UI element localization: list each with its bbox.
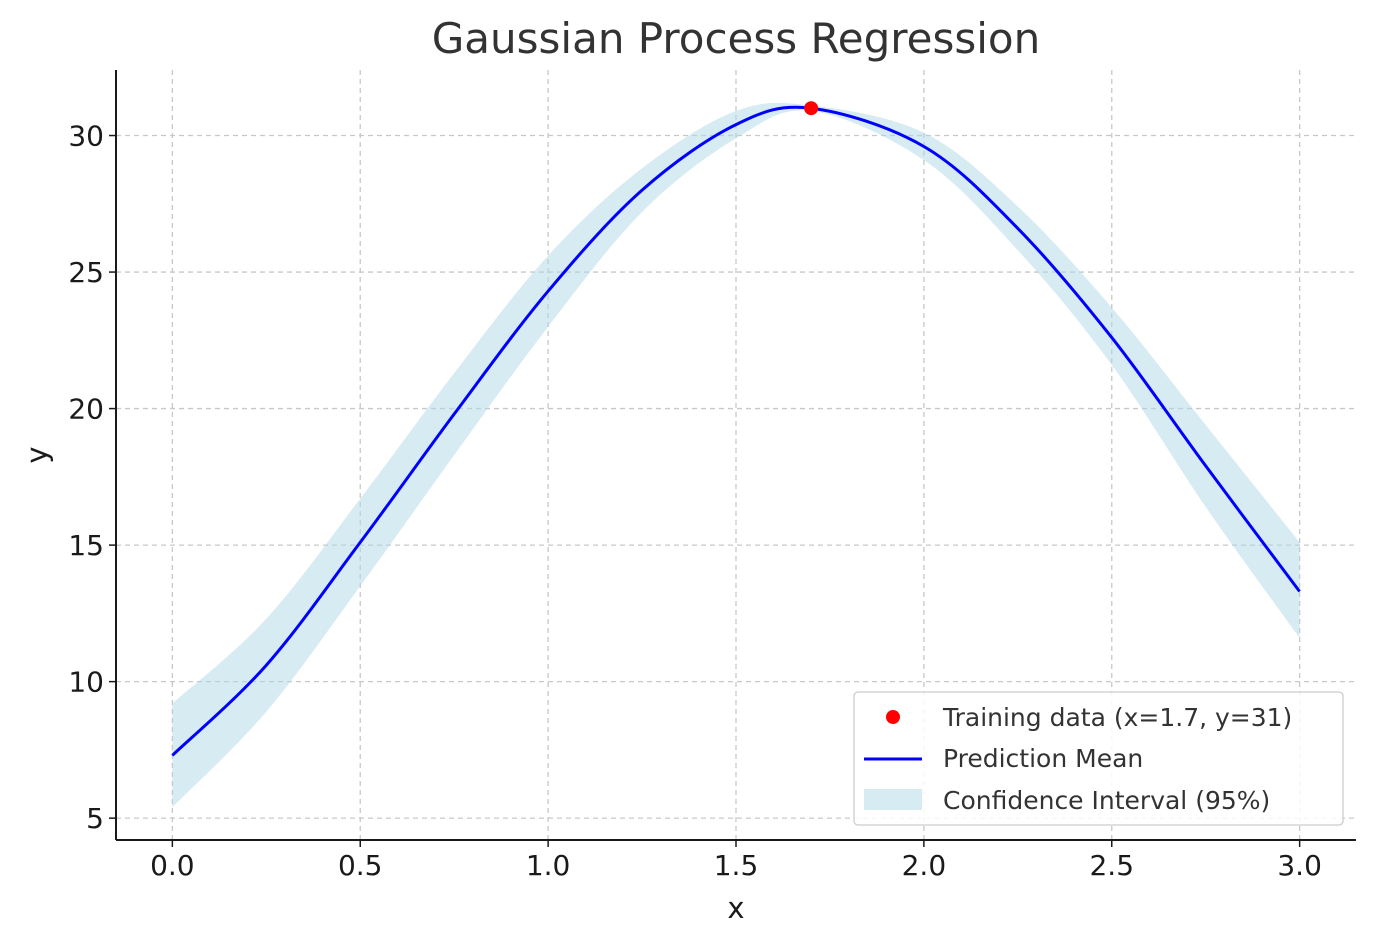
confidence-band-layer — [172, 102, 1300, 808]
x-ticks: 0.0 0.5 1.0 1.5 2.0 2.5 3.0 — [150, 840, 1322, 882]
y-tick-label-0: 5 — [86, 802, 104, 835]
x-tick-label-6: 3.0 — [1277, 849, 1322, 882]
y-tick-label-5: 30 — [68, 120, 104, 153]
legend-label-prediction-mean: Prediction Mean — [943, 744, 1143, 773]
y-ticks: 5 10 15 20 25 30 — [68, 120, 116, 835]
x-tick-label-0: 0.0 — [150, 849, 195, 882]
training-points-layer — [804, 101, 819, 116]
chart-title: Gaussian Process Regression — [432, 14, 1040, 63]
training-data-point-0 — [804, 101, 819, 116]
y-tick-label-3: 20 — [68, 393, 104, 426]
y-tick-label-4: 25 — [68, 256, 104, 289]
x-tick-label-3: 1.5 — [714, 849, 759, 882]
x-tick-label-4: 2.0 — [902, 849, 947, 882]
x-tick-label-2: 1.0 — [526, 849, 571, 882]
legend-marker-training-data — [886, 710, 900, 724]
x-tick-label-1: 0.5 — [338, 849, 383, 882]
mean-line-layer — [171, 105, 1301, 757]
y-tick-label-2: 15 — [68, 529, 104, 562]
legend-marker-confidence-interval — [864, 789, 922, 810]
legend-label-confidence-interval: Confidence Interval (95%) — [943, 786, 1270, 815]
legend-label-training-data: Training data (x=1.7, y=31) — [942, 703, 1292, 732]
legend-box — [853, 691, 1344, 826]
confidence-band — [172, 102, 1300, 808]
y-axis-title: y — [20, 446, 54, 463]
prediction-mean-line — [171, 105, 1301, 757]
x-axis-title: x — [727, 891, 744, 925]
x-tick-label-5: 2.5 — [1089, 849, 1134, 882]
y-tick-label-1: 10 — [68, 666, 104, 699]
legend: Training data (x=1.7, y=31) Prediction M… — [853, 691, 1344, 826]
